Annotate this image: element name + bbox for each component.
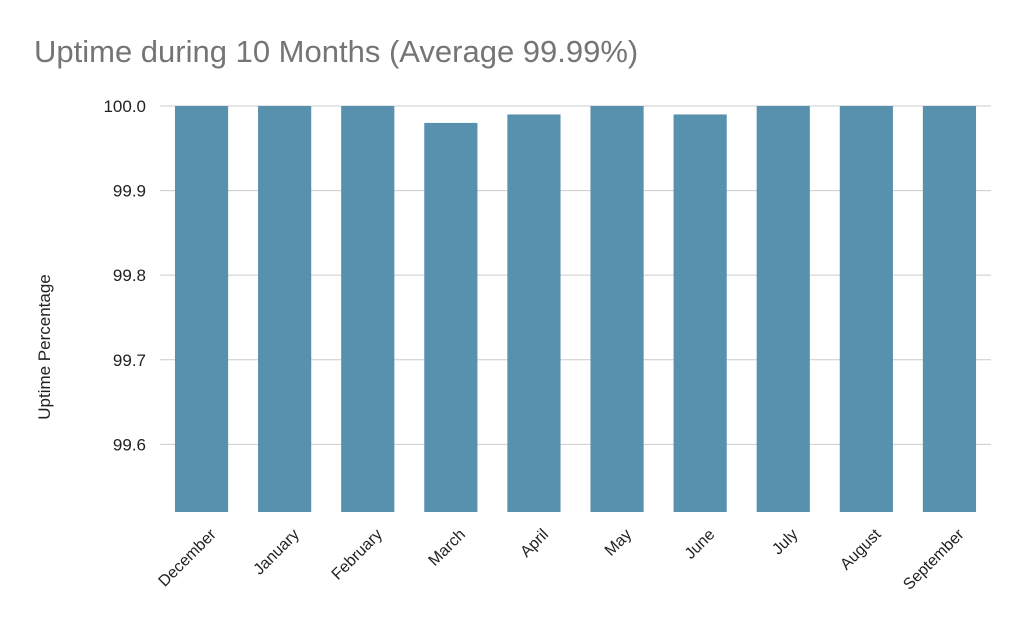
bar-march bbox=[424, 122, 478, 513]
y-axis-ticks: 99.6 99.7 99.8 99.9 100.0 bbox=[103, 97, 146, 454]
bar-september bbox=[922, 106, 977, 512]
y-tick-label: 99.6 bbox=[113, 435, 146, 454]
x-tick-label-january: January bbox=[251, 526, 303, 578]
bars bbox=[174, 106, 977, 513]
x-tick-label-march: March bbox=[426, 526, 469, 569]
bar-july bbox=[756, 106, 810, 512]
x-tick-label-april: April bbox=[517, 526, 552, 561]
bar-december bbox=[174, 106, 229, 512]
bar-may bbox=[590, 106, 644, 512]
x-tick-label-june: June bbox=[682, 526, 719, 563]
bar-february bbox=[341, 106, 395, 512]
y-tick-label: 99.9 bbox=[113, 182, 146, 201]
bar-june bbox=[673, 114, 727, 512]
y-tick-label: 100.0 bbox=[103, 97, 146, 116]
y-tick-label: 99.7 bbox=[113, 351, 146, 370]
x-tick-label-february: February bbox=[329, 526, 386, 583]
y-tick-label: 99.8 bbox=[113, 266, 146, 285]
bar-august bbox=[839, 106, 893, 512]
y-axis-title: Uptime Percentage bbox=[35, 274, 54, 420]
chart-title: Uptime during 10 Months (Average 99.99%) bbox=[34, 34, 638, 69]
x-tick-label-december: December bbox=[156, 526, 221, 591]
x-tick-label-july: July bbox=[769, 526, 801, 558]
x-axis-categories: December January February March April May June… bbox=[156, 526, 969, 594]
bar-april bbox=[507, 114, 561, 512]
x-tick-label-september: September bbox=[900, 526, 968, 594]
bar-january bbox=[258, 106, 312, 512]
x-tick-label-may: May bbox=[602, 526, 635, 559]
x-tick-label-august: August bbox=[837, 526, 885, 574]
